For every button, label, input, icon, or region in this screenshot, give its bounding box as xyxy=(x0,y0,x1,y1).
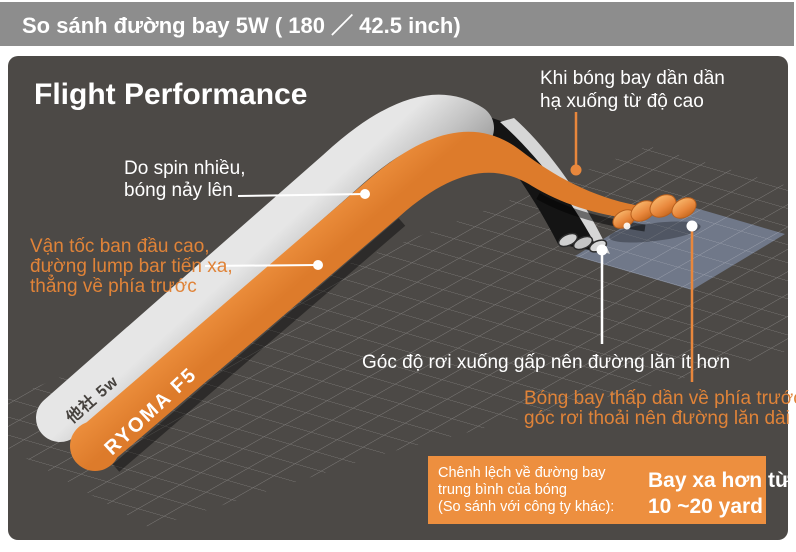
annotation-roll: Bóng bay thấp dần về phía trước, góc rơi… xyxy=(524,388,796,429)
annotation-velocity-line2: đường lump bar tiến xa, xyxy=(30,256,233,277)
ryoma-ribbon xyxy=(80,131,643,462)
annotation-spin: Do spin nhiều, bóng nảy lên xyxy=(124,158,245,201)
annotation-velocity-line3: thẳng về phía trước xyxy=(30,275,197,297)
annotation-spin-line2: bóng nảy lên xyxy=(124,180,233,201)
velocity-callout-line xyxy=(204,264,319,267)
callouts xyxy=(204,112,698,382)
annotation-spin-line1: Do spin nhiều, xyxy=(124,158,245,179)
drop-angle-callout-dot xyxy=(596,244,608,256)
summary-value-line1: Bay xa hơn từ xyxy=(648,469,791,492)
competitor-ribbon-descent xyxy=(500,118,610,254)
summary-caption-line1: Chênh lệch về đường bay xyxy=(438,465,606,481)
annotation-roll-line1: Bóng bay thấp dần về phía trước, xyxy=(524,388,796,409)
annotation-descend: Khi bóng bay dần dần hạ xuống từ độ cao xyxy=(540,68,725,112)
header-title: So sánh đường bay 5W ( 180 ／ 42.5 inch) xyxy=(22,13,461,38)
competitor-bounce-curls xyxy=(557,232,608,253)
annotation-roll-line2: góc rơi thoải nên đường lăn dài hơn. xyxy=(524,408,796,429)
roll-callout-dot xyxy=(686,220,698,232)
velocity-callout-dot xyxy=(313,260,323,270)
header-bar xyxy=(0,2,794,46)
annotation-descend-line2: hạ xuống từ độ cao xyxy=(540,91,704,112)
summary-caption-line3: (So sánh với công ty khác): xyxy=(438,499,614,515)
annotation-velocity: Vận tốc ban đầu cao, đường lump bar tiến… xyxy=(30,236,233,297)
annotation-velocity-line1: Vận tốc ban đầu cao, xyxy=(30,236,210,257)
descend-callout-dot xyxy=(570,164,582,176)
spin-callout-dot xyxy=(360,189,370,199)
annotation-descend-line1: Khi bóng bay dần dần xyxy=(540,68,725,89)
annotation-drop-angle: Góc độ rơi xuống gấp nên đường lăn ít hơ… xyxy=(362,352,730,373)
summary-box: Chênh lệch về đường bay trung bình của b… xyxy=(428,456,791,524)
summary-caption-line2: trung bình của bóng xyxy=(438,482,567,498)
summary-value-line2: 10 ~20 yard xyxy=(648,495,763,518)
summary-box-bg xyxy=(428,456,766,524)
spin-callout-line xyxy=(237,193,366,197)
ball-roll-ripples xyxy=(609,194,701,243)
competitor-ribbon xyxy=(36,94,494,442)
orange-descent-shadow xyxy=(536,192,646,232)
ribbon-ground-shadow xyxy=(112,218,406,472)
panel-title: Flight Performance xyxy=(34,78,307,111)
